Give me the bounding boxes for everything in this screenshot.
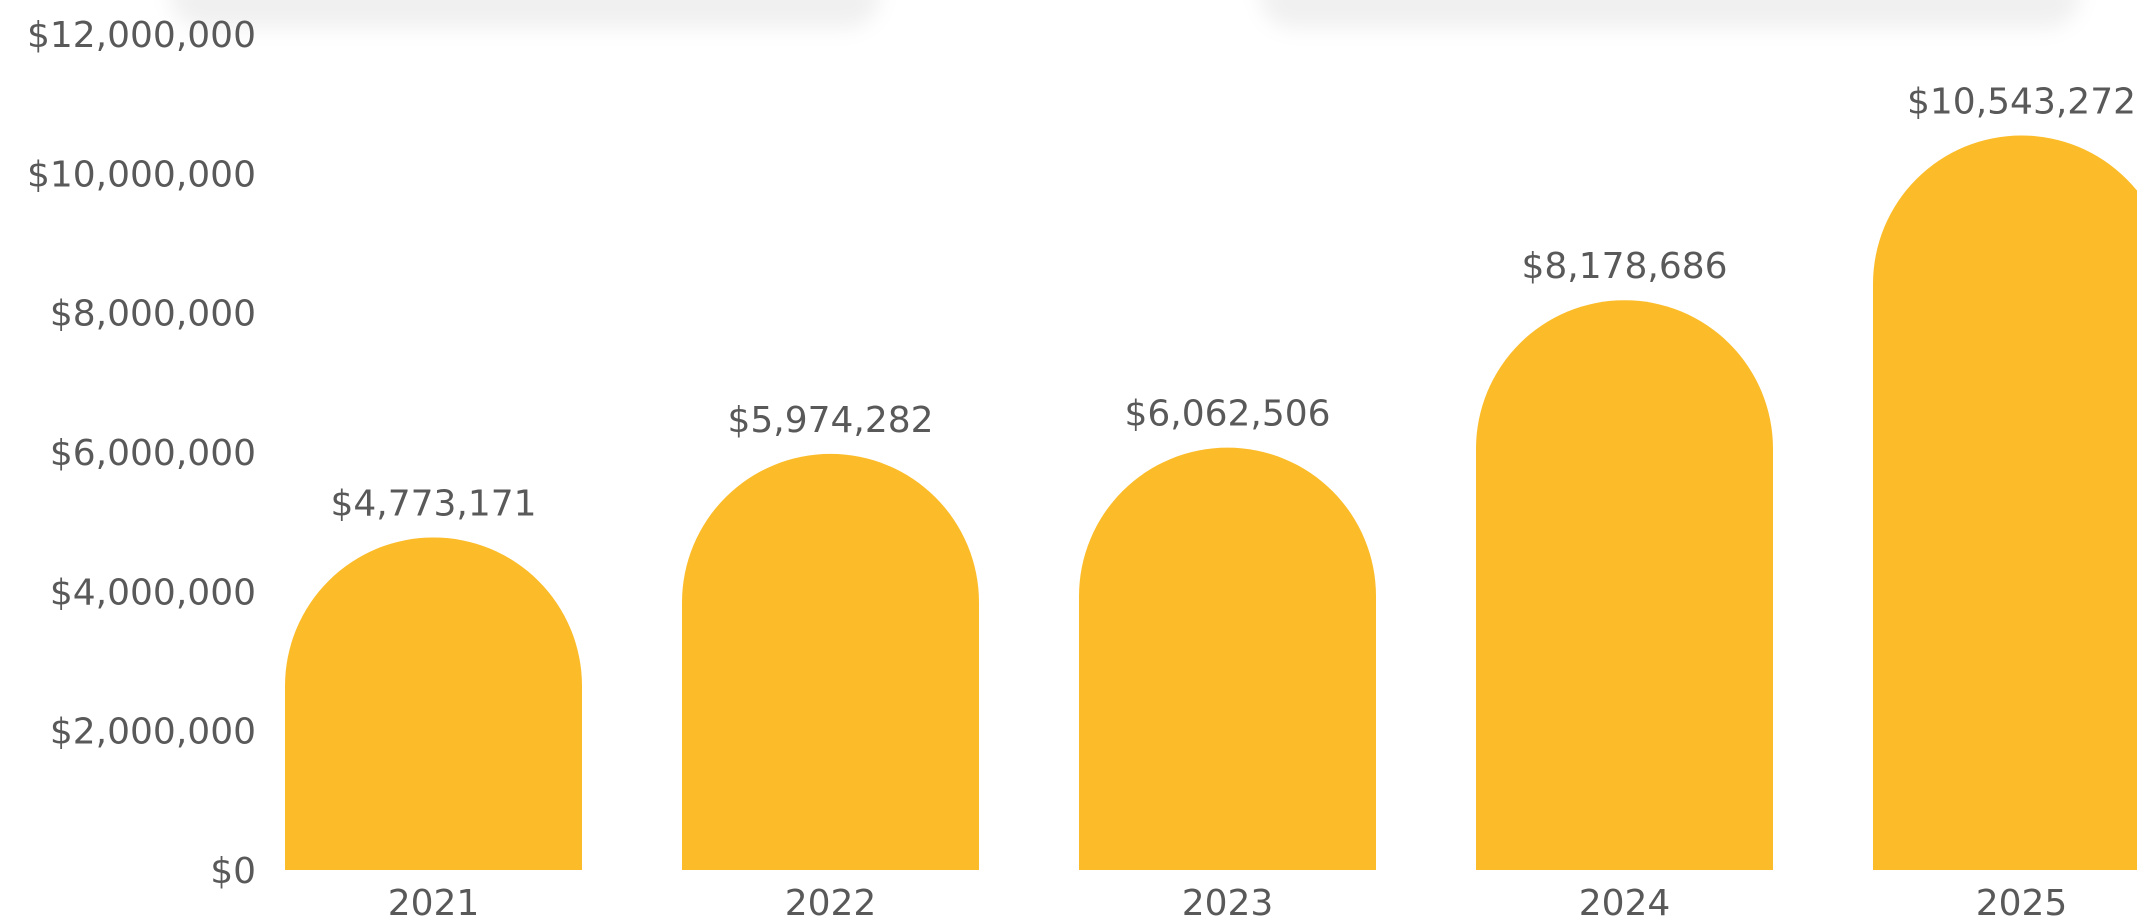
bars-group — [285, 135, 2137, 870]
y-tick-label: $12,000,000 — [27, 15, 256, 56]
bar-2021 — [285, 537, 582, 870]
value-label-2022: $5,974,282 — [727, 400, 933, 441]
y-tick-label: $6,000,000 — [50, 433, 256, 474]
y-tick-label: $0 — [210, 851, 256, 892]
top-shadow-left — [170, 0, 880, 28]
x-label-2022: 2022 — [785, 883, 877, 922]
x-axis-labels-group: 2021 2022 2023 2024 2025 — [388, 883, 2068, 922]
value-label-2024: $8,178,686 — [1521, 246, 1727, 287]
value-label-2021: $4,773,171 — [330, 483, 536, 524]
y-tick-label: $4,000,000 — [50, 572, 256, 613]
bar-2023 — [1079, 447, 1376, 870]
y-tick-label: $8,000,000 — [50, 294, 256, 335]
y-tick-label: $2,000,000 — [50, 712, 256, 753]
x-label-2024: 2024 — [1579, 883, 1671, 922]
y-tick-label: $10,000,000 — [27, 154, 256, 195]
x-label-2025: 2025 — [1976, 883, 2068, 922]
bar-2022 — [682, 453, 979, 870]
x-label-2023: 2023 — [1182, 883, 1274, 922]
y-axis-ticks: $0 $2,000,000 $4,000,000 $6,000,000 $8,000,0… — [27, 15, 256, 892]
bar-2025 — [1873, 135, 2137, 870]
x-label-2021: 2021 — [388, 883, 480, 922]
top-shadow-right — [1260, 0, 2080, 28]
value-labels-group: $4,773,171 $5,974,282 $6,062,506 $8,178,686… — [330, 81, 2136, 524]
bar-2024 — [1476, 300, 1773, 870]
value-label-2025: $10,543,272 — [1907, 81, 2136, 122]
value-label-2023: $6,062,506 — [1124, 394, 1330, 435]
